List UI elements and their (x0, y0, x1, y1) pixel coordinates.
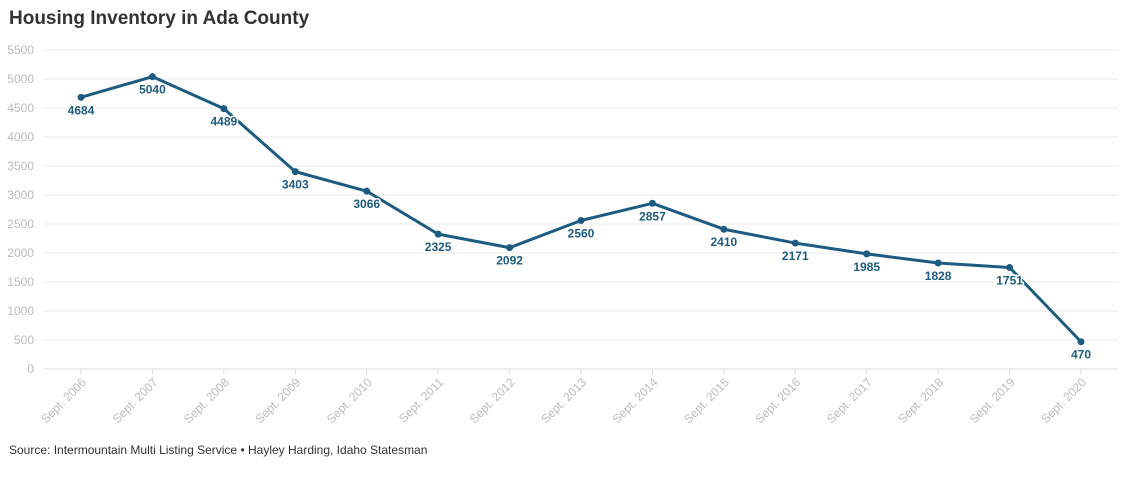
data-label: 2410 (711, 235, 738, 249)
data-point (1006, 263, 1014, 271)
y-tick-label: 1500 (7, 275, 34, 289)
data-point (148, 73, 156, 81)
data-point (863, 250, 871, 258)
data-point (220, 105, 228, 113)
x-tick-label: Sept. 2015 (681, 375, 732, 426)
data-label: 1985 (853, 260, 880, 274)
x-tick-label: Sept. 2017 (824, 375, 875, 426)
y-tick-label: 500 (14, 333, 34, 347)
data-label: 2857 (639, 209, 666, 223)
y-tick-label: 2500 (7, 217, 34, 231)
y-tick-label: 1000 (7, 304, 34, 318)
y-tick-label: 2000 (7, 246, 34, 260)
y-tick-label: 5500 (7, 43, 34, 57)
data-label: 2560 (568, 227, 595, 241)
data-point (577, 217, 585, 225)
data-point (720, 225, 728, 233)
x-tick-label: Sept. 2012 (467, 375, 518, 426)
x-tick-label: Sept. 2013 (538, 375, 589, 426)
chart-title: Housing Inventory in Ada County (9, 8, 310, 29)
data-label: 4489 (211, 115, 238, 129)
data-point (934, 259, 942, 267)
data-label: 470 (1071, 348, 1091, 362)
x-tick-label: Sept. 2006 (38, 375, 89, 426)
x-tick-label: Sept. 2014 (610, 375, 661, 426)
chart-source: Source: Intermountain Multi Listing Serv… (9, 443, 428, 457)
data-point (1077, 338, 1085, 346)
data-point (291, 168, 299, 176)
x-tick-label: Sept. 2008 (181, 375, 232, 426)
x-tick-label: Sept. 2007 (110, 375, 161, 426)
data-label: 2092 (496, 254, 523, 268)
data-point (648, 199, 656, 207)
x-tick-label: Sept. 2009 (252, 375, 303, 426)
data-label: 4684 (68, 103, 95, 117)
data-point (77, 93, 85, 101)
y-tick-label: 4000 (7, 130, 34, 144)
data-point (363, 187, 371, 195)
data-point (791, 239, 799, 247)
data-label: 1828 (925, 269, 952, 283)
data-point (506, 244, 514, 252)
x-tick-label: Sept. 2019 (967, 375, 1018, 426)
data-label: 2171 (782, 249, 809, 263)
x-tick-label: Sept. 2018 (895, 375, 946, 426)
x-tick-label: Sept. 2011 (396, 375, 447, 426)
y-tick-label: 4500 (7, 101, 34, 115)
x-tick-label: Sept. 2020 (1038, 375, 1089, 426)
x-tick-label: Sept. 2016 (752, 375, 803, 426)
data-label: 1751 (996, 273, 1023, 287)
data-label: 3403 (282, 178, 309, 192)
data-point (434, 230, 442, 238)
y-tick-label: 3500 (7, 159, 34, 173)
data-label: 5040 (139, 83, 166, 97)
line-chart: 0 500 1000 1500 2000 2500 3000 3500 4000 4500 5000… (7, 43, 1118, 426)
data-label: 3066 (353, 197, 380, 211)
x-tick-label: Sept. 2010 (324, 375, 375, 426)
y-tick-label: 3000 (7, 188, 34, 202)
data-label: 2325 (425, 240, 452, 254)
y-tick-label: 0 (27, 362, 34, 376)
y-tick-label: 5000 (7, 72, 34, 86)
